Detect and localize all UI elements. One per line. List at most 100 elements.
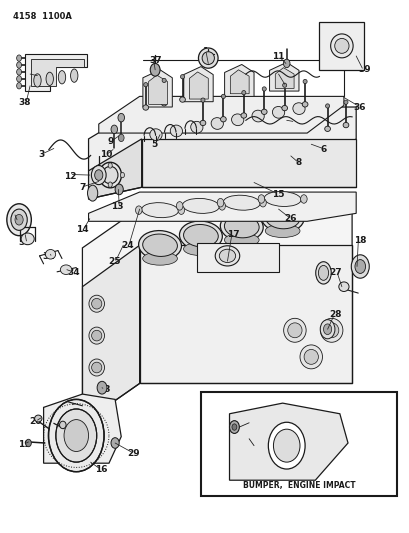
Ellipse shape (143, 105, 148, 110)
Ellipse shape (58, 70, 65, 84)
Polygon shape (82, 245, 139, 423)
Ellipse shape (142, 252, 177, 265)
Ellipse shape (34, 74, 41, 87)
Text: 33: 33 (246, 455, 259, 463)
Polygon shape (230, 70, 249, 94)
Bar (319, 22, 364, 70)
Text: 26: 26 (284, 214, 297, 223)
Polygon shape (269, 62, 298, 91)
Ellipse shape (343, 100, 347, 104)
Circle shape (323, 324, 331, 335)
Ellipse shape (224, 233, 258, 247)
Circle shape (17, 76, 22, 82)
Ellipse shape (221, 94, 225, 99)
Ellipse shape (180, 75, 184, 79)
Text: 13: 13 (110, 203, 123, 212)
Ellipse shape (89, 327, 104, 344)
Circle shape (120, 172, 124, 177)
Ellipse shape (91, 330, 101, 341)
Ellipse shape (299, 345, 322, 369)
Text: 23: 23 (99, 385, 111, 394)
Ellipse shape (272, 107, 284, 118)
Ellipse shape (170, 125, 182, 137)
Ellipse shape (303, 350, 318, 365)
Ellipse shape (262, 87, 265, 91)
Polygon shape (25, 54, 86, 91)
Circle shape (135, 206, 142, 214)
Circle shape (351, 255, 369, 278)
Text: 12: 12 (64, 172, 76, 181)
Polygon shape (196, 243, 278, 272)
Ellipse shape (220, 117, 226, 122)
Polygon shape (148, 75, 167, 104)
Text: 1: 1 (201, 47, 208, 55)
Text: 40: 40 (33, 70, 46, 78)
Text: 22: 22 (71, 398, 83, 407)
Ellipse shape (198, 48, 218, 68)
Text: 37: 37 (149, 56, 162, 64)
Ellipse shape (161, 101, 166, 106)
Ellipse shape (183, 224, 218, 247)
Circle shape (11, 209, 27, 230)
Text: 4158  1100A: 4158 1100A (13, 12, 72, 21)
Ellipse shape (223, 195, 260, 210)
Circle shape (25, 439, 31, 447)
Polygon shape (31, 59, 84, 86)
Ellipse shape (301, 102, 307, 107)
Ellipse shape (138, 231, 181, 260)
Ellipse shape (162, 78, 166, 83)
Ellipse shape (330, 34, 352, 58)
Text: 3: 3 (38, 150, 45, 159)
Ellipse shape (320, 318, 342, 342)
Ellipse shape (179, 221, 222, 251)
Text: 10: 10 (100, 150, 112, 159)
Ellipse shape (342, 123, 348, 128)
Polygon shape (224, 64, 254, 96)
Ellipse shape (265, 224, 299, 238)
Ellipse shape (265, 206, 299, 229)
Ellipse shape (200, 120, 205, 126)
Circle shape (229, 421, 239, 433)
Circle shape (115, 184, 123, 195)
Text: BUMPER,  ENGINE IMPACT: BUMPER, ENGINE IMPACT (242, 481, 355, 490)
Ellipse shape (292, 103, 304, 115)
Polygon shape (183, 67, 213, 102)
Text: 33: 33 (248, 416, 261, 425)
Circle shape (218, 201, 225, 210)
Ellipse shape (89, 359, 104, 376)
Ellipse shape (202, 52, 214, 64)
Text: 24: 24 (121, 241, 133, 250)
Circle shape (97, 381, 107, 394)
Polygon shape (142, 139, 355, 187)
Ellipse shape (99, 163, 121, 188)
Ellipse shape (302, 79, 306, 84)
Text: 20: 20 (29, 417, 41, 426)
Ellipse shape (45, 249, 56, 259)
Text: 14: 14 (76, 225, 88, 234)
Ellipse shape (324, 323, 338, 338)
Circle shape (17, 83, 22, 89)
Text: 9: 9 (108, 137, 114, 146)
Ellipse shape (91, 362, 101, 373)
Ellipse shape (200, 98, 204, 102)
Polygon shape (43, 394, 121, 463)
Circle shape (111, 125, 117, 134)
Polygon shape (189, 72, 208, 99)
Bar (200, 392, 396, 496)
Polygon shape (143, 70, 172, 107)
Text: 34: 34 (67, 269, 79, 277)
Ellipse shape (324, 126, 330, 132)
Text: 38: 38 (18, 98, 31, 107)
Text: 2: 2 (283, 81, 289, 90)
Text: 8: 8 (295, 158, 301, 167)
Ellipse shape (273, 429, 299, 462)
Polygon shape (229, 403, 347, 480)
Ellipse shape (318, 265, 328, 280)
Circle shape (96, 172, 100, 177)
Text: 31: 31 (43, 253, 55, 261)
Text: 4: 4 (291, 118, 297, 127)
Text: 29: 29 (127, 449, 139, 458)
Text: 7: 7 (79, 183, 85, 192)
Circle shape (217, 198, 223, 207)
Circle shape (111, 438, 119, 448)
